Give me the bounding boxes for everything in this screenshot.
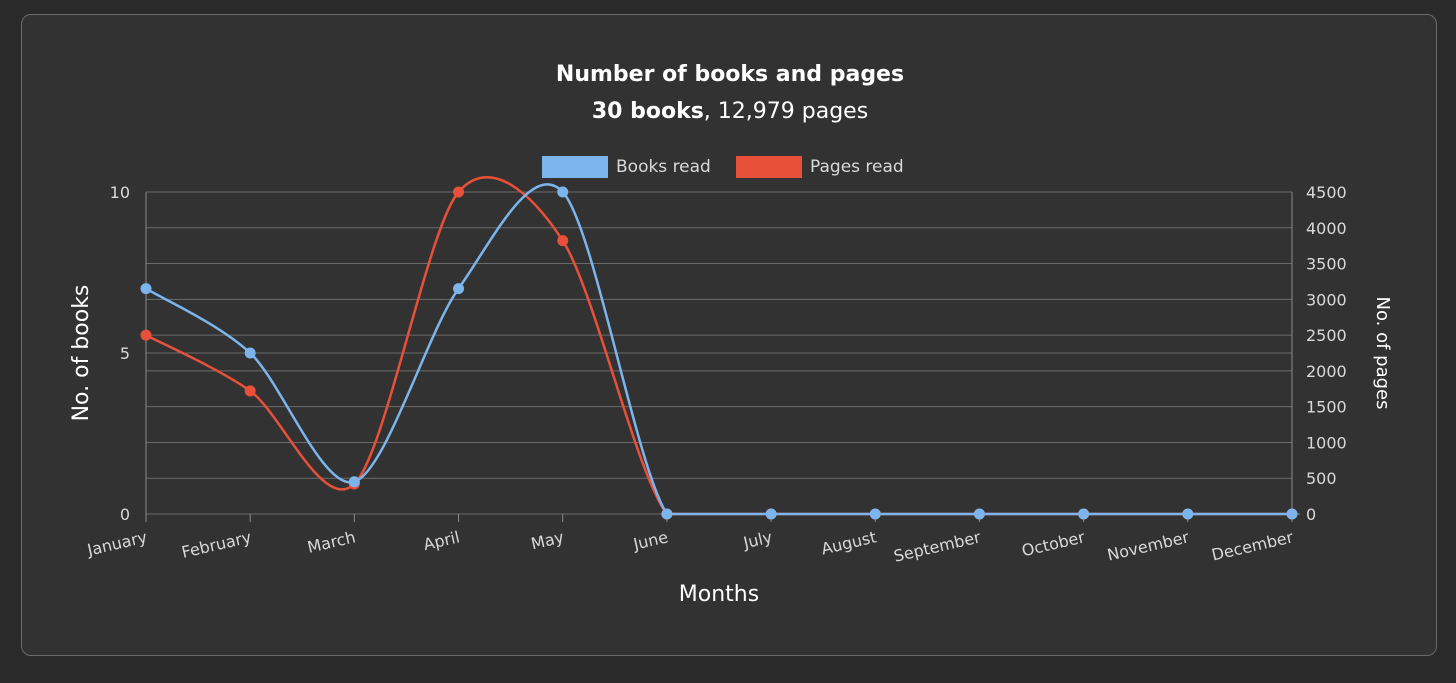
x-tick-label: April (422, 527, 462, 554)
y-axis-left-title: No. of books (69, 285, 94, 422)
legend-item-books[interactable]: Books read (542, 156, 711, 178)
series (140, 176, 1298, 520)
legend: Books read Pages read (542, 156, 904, 178)
y-right-tick-label: 4000 (1306, 219, 1347, 238)
y-right-tick-label: 1000 (1306, 433, 1347, 452)
x-tick-label: February (180, 527, 253, 561)
legend-swatch-pages (736, 156, 802, 178)
x-tick-label: September (892, 527, 983, 566)
point-books[interactable] (140, 283, 152, 295)
y-right-tick-label: 2500 (1306, 326, 1347, 345)
point-pages[interactable] (140, 329, 152, 341)
y-right-tick-label: 0 (1306, 505, 1316, 524)
y-left-tick-label: 10 (110, 183, 130, 202)
point-pages[interactable] (557, 235, 569, 247)
point-books[interactable] (973, 508, 985, 520)
legend-label-books: Books read (616, 157, 711, 177)
x-tick-label: August (819, 527, 878, 558)
y-right-tick-label: 3500 (1306, 255, 1347, 274)
point-books[interactable] (661, 508, 673, 520)
x-tick-label: December (1210, 527, 1296, 564)
x-tick-label: November (1105, 527, 1191, 564)
point-pages[interactable] (453, 186, 465, 198)
legend-label-pages: Pages read (810, 157, 904, 177)
chart-title: Number of books and pages (556, 62, 904, 87)
x-tick-label: June (631, 527, 670, 554)
y-right-tick-label: 500 (1306, 469, 1337, 488)
axes: 0 500 1000 1500 2000 2500 3000 3500 4000 4500 0 5 10… (85, 183, 1347, 566)
point-books[interactable] (869, 508, 881, 520)
y-right-tick-label: 3000 (1306, 290, 1347, 309)
grid (146, 191, 1292, 515)
x-tick-label: May (529, 527, 566, 553)
x-tick-label: January (85, 527, 149, 559)
legend-item-pages[interactable]: Pages read (736, 156, 904, 178)
y-axis-right-title: No. of pages (1372, 296, 1393, 409)
legend-swatch-books (542, 156, 608, 178)
series-line-books (145, 183, 1292, 516)
y-right-tick-label: 2000 (1306, 362, 1347, 381)
subtitle-pages: , 12,979 pages (704, 99, 868, 124)
point-books[interactable] (1078, 508, 1090, 520)
y-left-tick-label: 0 (120, 505, 130, 524)
point-pages[interactable] (244, 385, 256, 397)
x-tick-label: October (1020, 527, 1087, 560)
point-books[interactable] (348, 476, 360, 488)
x-axis-title: Months (679, 582, 759, 607)
y-right-tick-label: 4500 (1306, 183, 1347, 202)
chart-subtitle: 30 books, 12,979 pages (592, 99, 868, 124)
point-books[interactable] (557, 186, 569, 198)
subtitle-books: 30 books (592, 99, 704, 124)
point-books[interactable] (244, 347, 256, 359)
x-tick-label: July (741, 527, 774, 552)
y-right-tick-label: 1500 (1306, 398, 1347, 417)
y-left-tick-label: 5 (120, 344, 130, 363)
point-books[interactable] (453, 283, 465, 295)
point-books[interactable] (765, 508, 777, 520)
x-tick-label: March (305, 527, 357, 556)
point-books[interactable] (1286, 508, 1298, 520)
point-books[interactable] (1182, 508, 1194, 520)
